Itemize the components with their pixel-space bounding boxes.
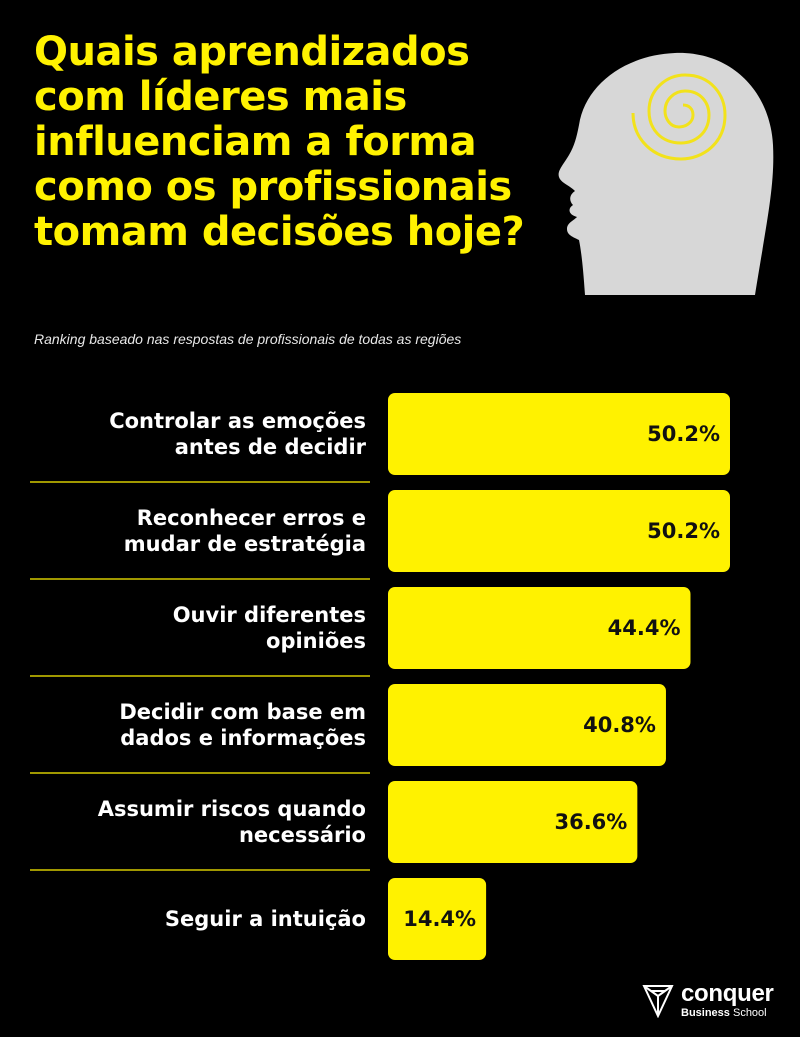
bar-chart: 50.2% Controlar as emoções antes de decidi… [30,393,730,960]
category-label-line: Decidir com base em [119,700,366,724]
bar-value-label: 50.2% [647,519,720,543]
bar [388,587,691,669]
spiral-icon [631,73,727,161]
bar-value-label: 14.4% [403,907,476,931]
category-label: Seguir a intuição [165,907,366,931]
bar-value-label: 50.2% [647,422,720,446]
chart-subtitle: Ranking baseado nas respostas de profiss… [34,331,462,347]
category-label: Decidir com base em dados e informações [119,700,366,750]
bar-value-label: 40.8% [583,713,656,737]
category-label: Ouvir diferentes opiniões [173,603,366,653]
conquer-logo: conquer Business School [641,980,781,1024]
category-label-line: Assumir riscos quando [98,797,366,821]
bar [388,878,487,960]
bar [388,393,730,475]
bar [388,781,638,863]
bar-value-label: 36.6% [554,810,627,834]
category-label-line: Controlar as emoções [109,409,366,433]
category-label: Controlar as emoções antes de decidir [109,409,366,459]
category-label-line: dados e informações [120,726,366,750]
category-label-line: antes de decidir [175,435,367,459]
brand-sub-bold: Business [681,1007,730,1019]
bar [388,490,730,572]
brand-sub-rest: School [729,1007,767,1019]
category-label: Assumir riscos quando necessário [98,797,366,847]
category-label-line: opiniões [266,629,366,653]
category-label-line: necessário [239,823,366,847]
head-silhouette [558,52,774,295]
chart-title: Quais aprendizados com líderes mais infl… [34,29,525,255]
category-label-line: Seguir a intuição [165,907,366,931]
head-spiral-illustration [558,52,774,295]
bar [388,684,666,766]
brand-name: conquer [681,980,774,1007]
category-label: Reconhecer erros e mudar de estratégia [124,506,366,556]
conquer-mark-icon [642,985,674,1018]
brand-subtitle: Business School [681,1007,767,1019]
category-label-line: mudar de estratégia [124,532,366,556]
category-label-line: Ouvir diferentes [173,603,366,627]
category-label-line: Reconhecer erros e [137,506,366,530]
bar-value-label: 44.4% [608,616,681,640]
